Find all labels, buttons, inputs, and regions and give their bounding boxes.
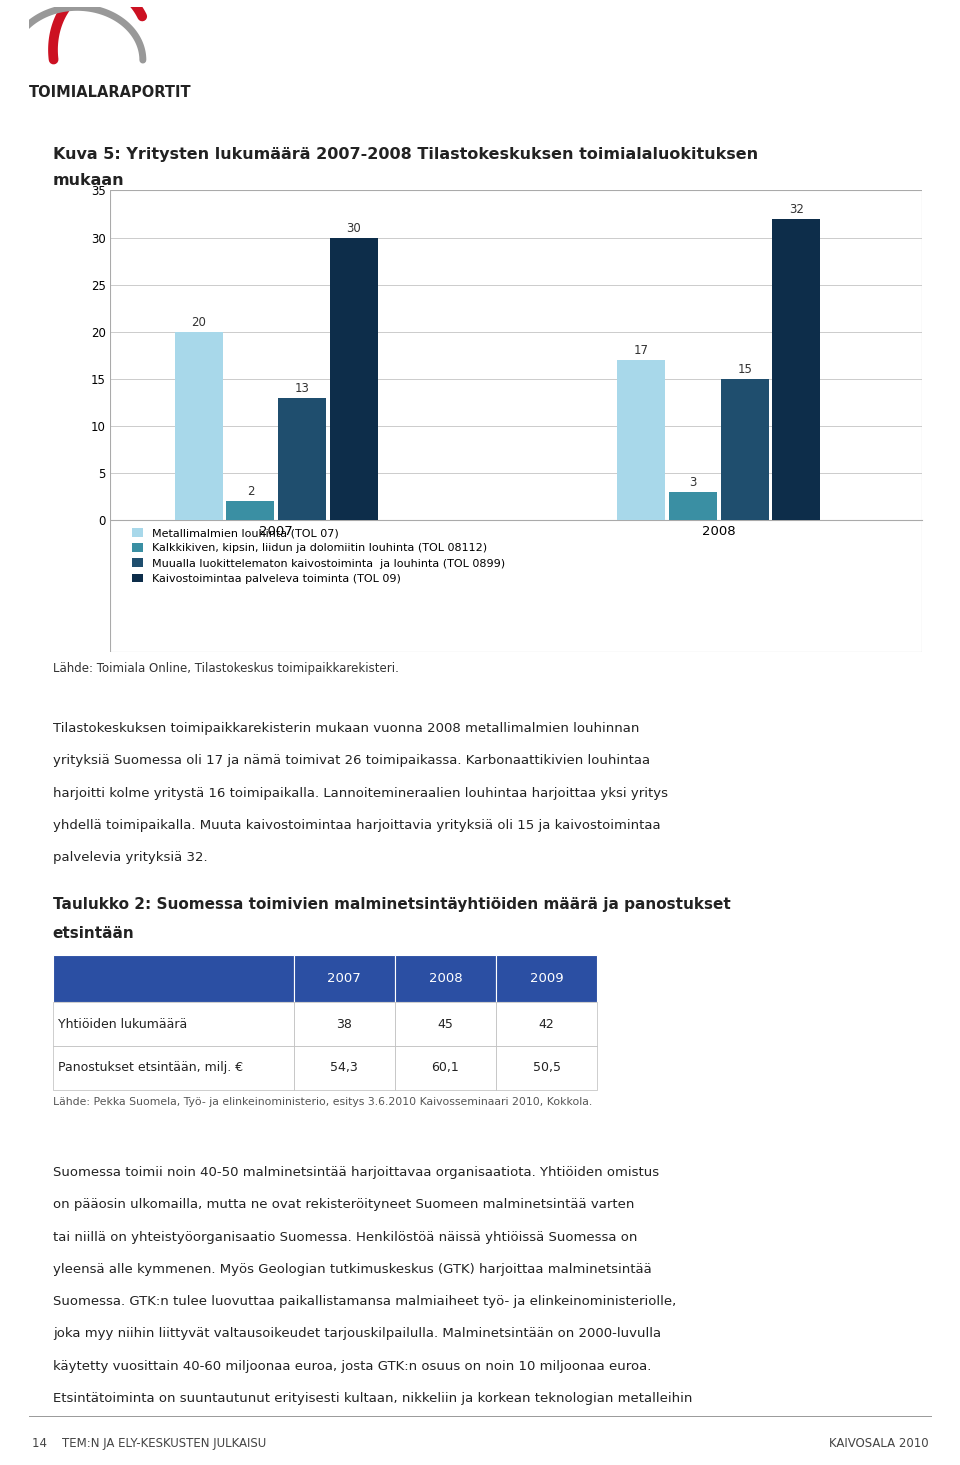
Bar — [669, 492, 717, 520]
Text: 30: 30 — [347, 221, 361, 234]
Text: 54,3: 54,3 — [330, 1062, 358, 1074]
Text: 2: 2 — [247, 485, 254, 498]
Text: etsintään: etsintään — [53, 926, 134, 941]
Text: 3: 3 — [689, 476, 697, 489]
Text: Kuva 5: Yritysten lukumäärä 2007-2008 Tilastokeskuksen toimialaluokituksen: Kuva 5: Yritysten lukumäärä 2007-2008 Ti… — [53, 146, 758, 161]
Text: Panostukset etsintään, milj. €: Panostukset etsintään, milj. € — [59, 1062, 244, 1074]
Text: Yhtiöiden lukumäärä: Yhtiöiden lukumäärä — [59, 1018, 187, 1030]
FancyBboxPatch shape — [496, 1046, 597, 1090]
Text: Lähde: Toimiala Online, Tilastokeskus toimipaikkarekisteri.: Lähde: Toimiala Online, Tilastokeskus to… — [53, 662, 398, 675]
Text: KAIVOSALA 2010: KAIVOSALA 2010 — [828, 1437, 928, 1450]
FancyBboxPatch shape — [294, 955, 395, 1002]
Text: 2009: 2009 — [530, 973, 564, 984]
FancyBboxPatch shape — [395, 1046, 496, 1090]
Text: 14    TEM:N JA ELY-KESKUSTEN JULKAISU: 14 TEM:N JA ELY-KESKUSTEN JULKAISU — [32, 1437, 266, 1450]
Text: 50,5: 50,5 — [533, 1062, 561, 1074]
Text: 2007: 2007 — [327, 973, 361, 984]
FancyBboxPatch shape — [53, 1046, 294, 1090]
Text: Etsintätoiminta on suuntautunut erityisesti kultaan, nikkeliin ja korkean teknol: Etsintätoiminta on suuntautunut erityise… — [53, 1392, 692, 1405]
Text: Suomessa toimii noin 40-50 malminetsintää harjoittavaa organisaatiota. Yhtiöiden: Suomessa toimii noin 40-50 malminetsintä… — [53, 1166, 659, 1179]
Text: harjoitti kolme yritystä 16 toimipaikalla. Lannoitemineraalien louhintaa harjoit: harjoitti kolme yritystä 16 toimipaikall… — [53, 787, 668, 800]
Text: Lähde: Pekka Suomela, Työ- ja elinkeinoministerio, esitys 3.6.2010 Kaivosseminaa: Lähde: Pekka Suomela, Työ- ja elinkeinom… — [53, 1097, 592, 1108]
Text: palvelevia yrityksiä 32.: palvelevia yrityksiä 32. — [53, 851, 207, 864]
Text: tai niillä on yhteistyöorganisaatio Suomessa. Henkilöstöä näissä yhtiöissä Suome: tai niillä on yhteistyöorganisaatio Suom… — [53, 1231, 637, 1244]
Text: 2008: 2008 — [428, 973, 462, 984]
Text: 20: 20 — [191, 316, 206, 328]
Text: Suomessa. GTK:n tulee luovuttaa paikallistamansa malmiaiheet työ- ja elinkeinomi: Suomessa. GTK:n tulee luovuttaa paikalli… — [53, 1295, 676, 1308]
Text: Tilastokeskuksen toimipaikkarekisterin mukaan vuonna 2008 metallimalmien louhinn: Tilastokeskuksen toimipaikkarekisterin m… — [53, 722, 639, 735]
Text: 32: 32 — [789, 202, 804, 215]
Bar — [721, 379, 769, 520]
Text: yrityksiä Suomessa oli 17 ja nämä toimivat 26 toimipaikassa. Karbonaattikivien l: yrityksiä Suomessa oli 17 ja nämä toimiv… — [53, 754, 650, 768]
Bar — [227, 501, 275, 520]
Bar — [617, 360, 665, 520]
Text: 42: 42 — [539, 1018, 555, 1030]
Text: yhdellä toimipaikalla. Muuta kaivostoimintaa harjoittavia yrityksiä oli 15 ja ka: yhdellä toimipaikalla. Muuta kaivostoimi… — [53, 819, 660, 832]
Bar — [175, 331, 223, 520]
Bar — [278, 397, 326, 520]
Text: TOIMIALARAPORTIT: TOIMIALARAPORTIT — [29, 85, 191, 100]
FancyBboxPatch shape — [496, 1002, 597, 1046]
Text: 38: 38 — [336, 1018, 352, 1030]
FancyBboxPatch shape — [496, 955, 597, 1002]
Text: yleensä alle kymmenen. Myös Geologian tutkimuskeskus (GTK) harjoittaa malminetsi: yleensä alle kymmenen. Myös Geologian tu… — [53, 1263, 652, 1276]
Legend: Metallimalmien louhinta (TOL 07), Kalkkikiven, kipsin, liidun ja dolomiitin louh: Metallimalmien louhinta (TOL 07), Kalkki… — [132, 529, 505, 583]
FancyBboxPatch shape — [294, 1046, 395, 1090]
FancyBboxPatch shape — [395, 1002, 496, 1046]
Text: 13: 13 — [295, 382, 310, 394]
FancyBboxPatch shape — [53, 955, 294, 1002]
Text: joka myy niihin liittyvät valtausoikeudet tarjouskilpailulla. Malminetsintään on: joka myy niihin liittyvät valtausoikeude… — [53, 1327, 660, 1340]
FancyBboxPatch shape — [395, 955, 496, 1002]
Bar — [330, 237, 378, 520]
FancyBboxPatch shape — [53, 1002, 294, 1046]
Text: 15: 15 — [737, 363, 752, 377]
Bar — [773, 218, 821, 520]
Text: 17: 17 — [634, 344, 649, 357]
Text: Taulukko 2: Suomessa toimivien malminetsintäyhtiöiden määrä ja panostukset: Taulukko 2: Suomessa toimivien malminets… — [53, 897, 731, 911]
Text: on pääosin ulkomailla, mutta ne ovat rekisteröityneet Suomeen malminetsintää var: on pääosin ulkomailla, mutta ne ovat rek… — [53, 1198, 635, 1212]
Text: 45: 45 — [438, 1018, 453, 1030]
Text: 60,1: 60,1 — [432, 1062, 459, 1074]
Text: käytetty vuosittain 40-60 miljoonaa euroa, josta GTK:n osuus on noin 10 miljoona: käytetty vuosittain 40-60 miljoonaa euro… — [53, 1360, 651, 1373]
Text: mukaan: mukaan — [53, 173, 125, 188]
FancyBboxPatch shape — [294, 1002, 395, 1046]
